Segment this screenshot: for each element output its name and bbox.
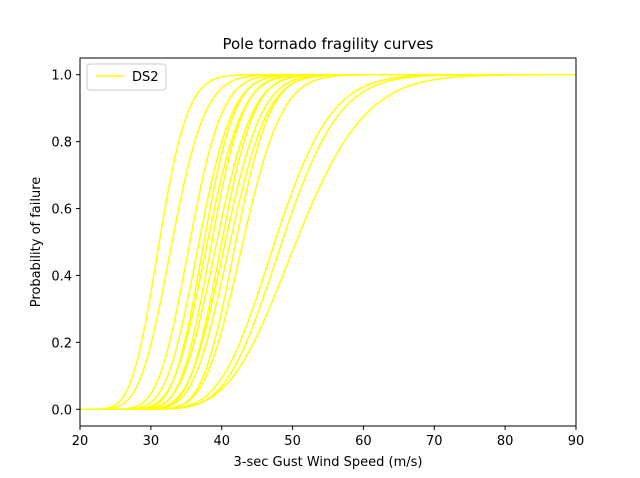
fragility-curve-12 — [80, 73, 576, 411]
y-tick-label: 0.2 — [51, 336, 72, 351]
fragility-curve-9 — [80, 73, 576, 411]
fragility-curve-3 — [80, 73, 576, 411]
fragility-curve-15 — [80, 73, 576, 411]
fragility-curve-6 — [80, 73, 576, 411]
y-axis: 0.0 0.2 0.4 0.6 0.8 1.0 — [51, 69, 80, 418]
x-tick-label: 60 — [355, 434, 372, 449]
x-tick-label: 90 — [568, 434, 585, 449]
y-tick-label: 0.4 — [51, 269, 72, 284]
fragility-curve-1 — [80, 73, 576, 411]
fragility-curve-13 — [80, 73, 576, 411]
y-tick-label: 0.8 — [51, 136, 72, 151]
fragility-curve-2 — [80, 73, 576, 411]
y-tick-label: 0.6 — [51, 203, 72, 218]
legend: DS2 — [86, 63, 167, 91]
x-tick-label: 50 — [284, 434, 301, 449]
fragility-curve-14 — [80, 73, 576, 411]
y-axis-title: Probability of failure — [29, 177, 44, 308]
fragility-curve-11 — [80, 73, 576, 411]
x-tick-label: 20 — [72, 434, 89, 449]
x-tick-label: 30 — [143, 434, 160, 449]
fragility-curve-4 — [80, 73, 576, 411]
fragility-curve-8 — [80, 73, 576, 411]
x-tick-label: 70 — [426, 434, 443, 449]
legend-label: DS2 — [132, 70, 159, 85]
y-tick-label: 0.0 — [51, 403, 72, 418]
fragility-curve-7 — [80, 73, 576, 411]
fragility-curve-16 — [80, 74, 576, 411]
y-tick-label: 1.0 — [51, 69, 72, 84]
x-axis-title: 3-sec Gust Wind Speed (m/s) — [234, 455, 423, 470]
axes-frame — [79, 57, 577, 427]
x-axis: 20 30 40 50 60 70 80 90 — [72, 426, 585, 449]
x-tick-label: 40 — [213, 434, 230, 449]
chart-title: Pole tornado fragility curves — [222, 35, 433, 53]
plot-area — [80, 73, 576, 411]
fragility-curve-5 — [80, 73, 576, 411]
fragility-curve-10 — [80, 73, 576, 411]
legend-box — [86, 63, 167, 91]
x-tick-label: 80 — [497, 434, 514, 449]
